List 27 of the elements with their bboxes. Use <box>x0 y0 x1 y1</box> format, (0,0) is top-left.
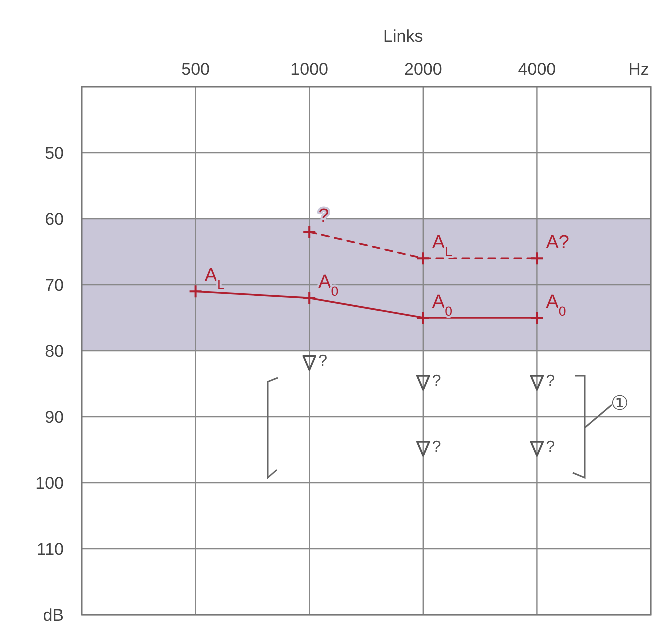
x-tick-label: Hz <box>628 60 650 79</box>
x-axis-title: Links <box>384 27 424 46</box>
y-tick-label: 60 <box>45 210 64 229</box>
y-tick-label: 50 <box>45 144 64 163</box>
x-tick-label: 2000 <box>404 60 442 79</box>
y-tick-label: 80 <box>45 342 64 361</box>
y-tick-label: 70 <box>45 276 64 295</box>
annotation: A$_{0}$ <box>318 272 339 299</box>
annotation: A$_{L}$ <box>204 266 225 292</box>
annotation: A? <box>546 232 570 254</box>
annotation: A$_{0}$ <box>432 292 452 318</box>
y-tick-label: 90 <box>45 408 64 427</box>
x-tick-label: 500 <box>182 60 210 79</box>
annotation: ? <box>432 373 442 390</box>
annotation: ? <box>546 439 556 456</box>
annotation: A$_{0}$ <box>546 292 566 318</box>
x-tick-label: 1000 <box>290 60 329 79</box>
annotation: A$_{L}$ <box>432 232 452 260</box>
y-tick-label: dB <box>43 606 64 625</box>
y-tick-label: 110 <box>36 540 64 559</box>
annotation: ? <box>546 373 556 390</box>
annotation: ① <box>611 393 629 415</box>
annotation: ? <box>432 439 442 456</box>
x-tick-label: 4000 <box>518 60 556 79</box>
y-tick-label: 100 <box>36 474 64 493</box>
annotation: ? <box>318 353 328 370</box>
annotation: ? <box>318 206 330 228</box>
